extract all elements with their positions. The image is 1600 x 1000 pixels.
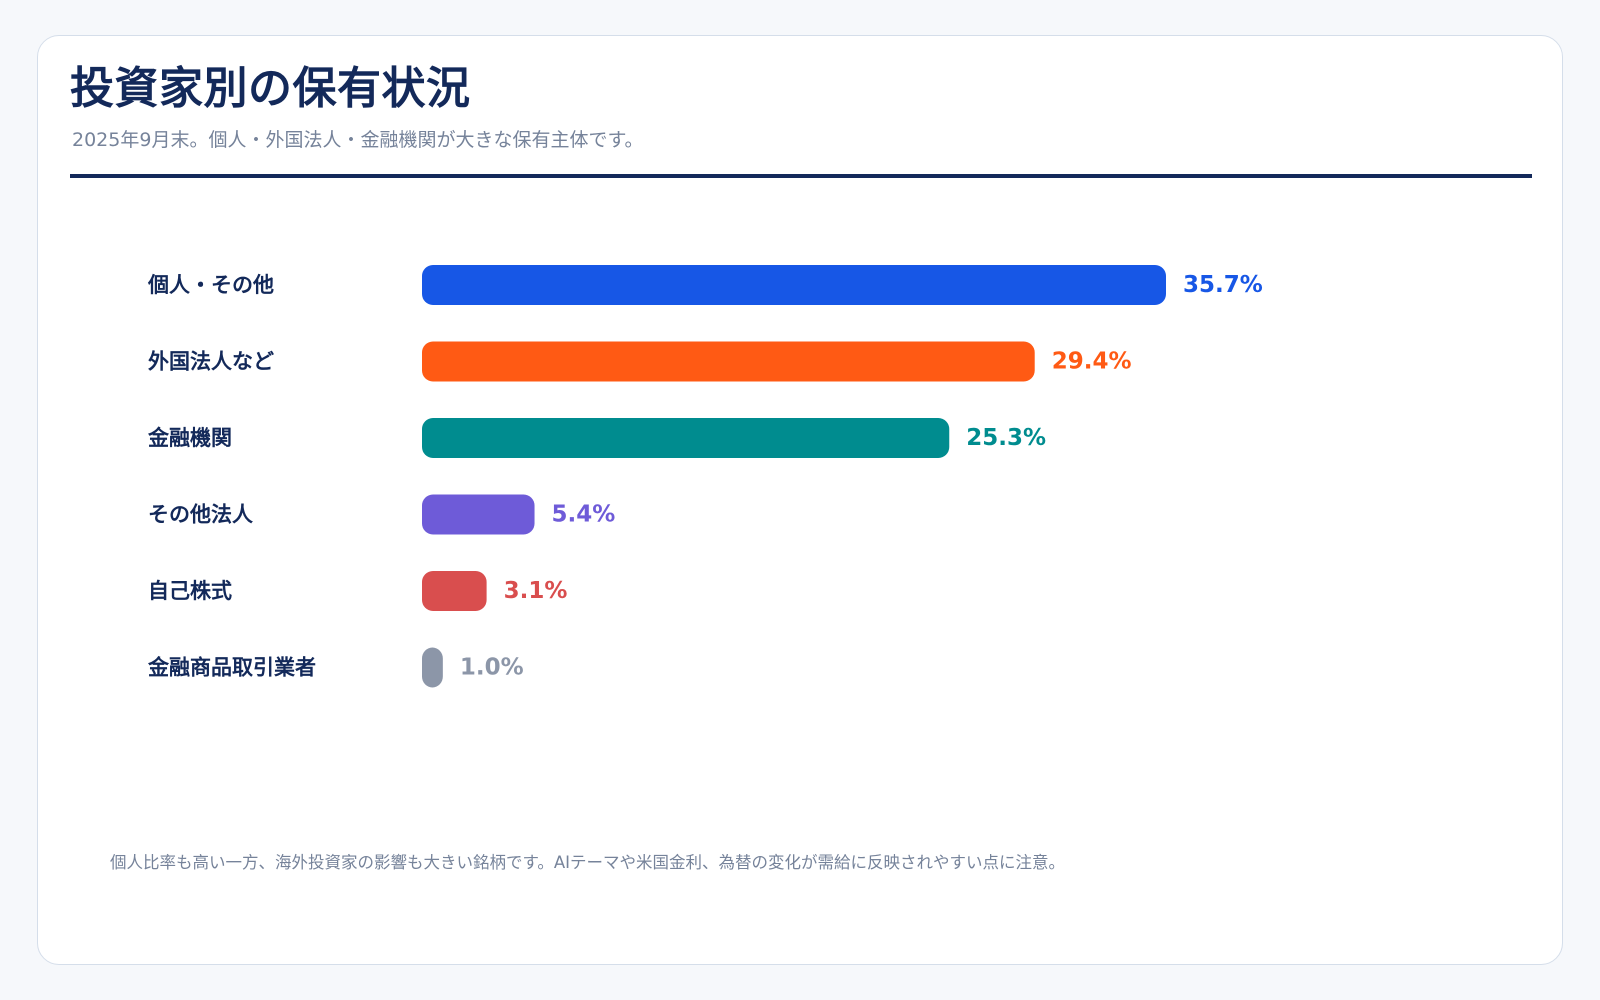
footnote: 個人比率も高い一方、海外投資家の影響も大きい銘柄です。AIテーマや米国金利、為替…: [110, 853, 1066, 872]
category-label: 個人・その他: [147, 273, 274, 297]
category-label: 自己株式: [148, 579, 232, 603]
bar: [422, 494, 535, 535]
value-label: 25.3%: [966, 425, 1046, 451]
value-label: 35.7%: [1183, 272, 1263, 298]
category-label: 外国法人など: [148, 350, 274, 374]
bar: [422, 418, 950, 458]
bar: [422, 647, 443, 688]
value-label: 29.4%: [1052, 349, 1132, 375]
bar: [422, 341, 1035, 382]
value-label: 1.0%: [460, 655, 524, 681]
category-label: その他法人: [148, 503, 253, 527]
value-label: 5.4%: [552, 502, 616, 528]
title-divider: [70, 174, 1532, 178]
page-title: 投資家別の保有状況: [70, 63, 471, 114]
bar: [422, 265, 1166, 305]
category-label: 金融商品取引業者: [147, 656, 316, 680]
page-subtitle: 2025年9月末。個人・外国法人・金融機関が大きな保有主体です。: [72, 129, 644, 151]
category-label: 金融機関: [147, 426, 232, 450]
chart-card: 投資家別の保有状況 2025年9月末。個人・外国法人・金融機関が大きな保有主体で…: [37, 35, 1563, 965]
bar: [422, 571, 487, 611]
value-label: 3.1%: [504, 578, 568, 604]
investor-holdings-bar-chart: 個人・その他 35.7% 外国法人など 29.4% 金融機関 25.3% その他法人 5.4%…: [147, 265, 1263, 688]
